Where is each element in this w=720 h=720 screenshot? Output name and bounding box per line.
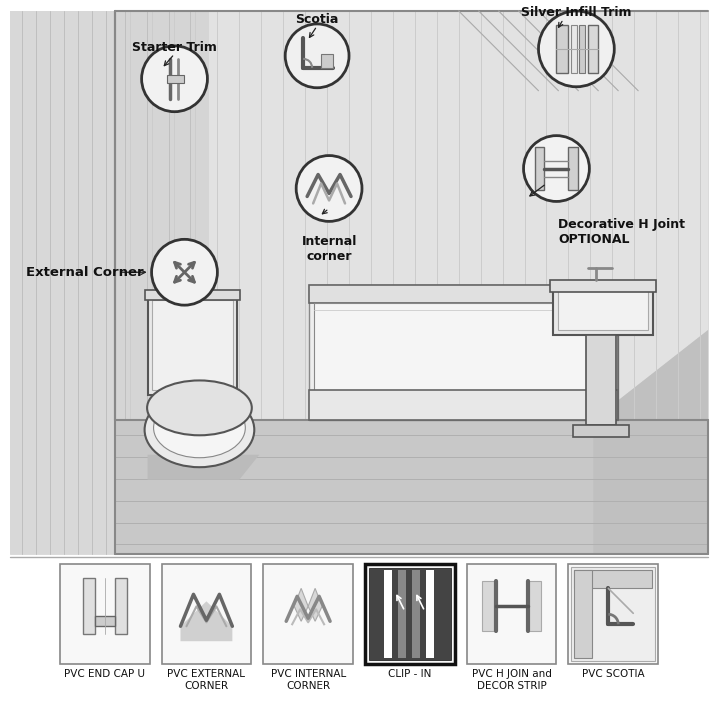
Bar <box>575 570 652 588</box>
Text: Silver Infill Trim: Silver Infill Trim <box>521 6 631 19</box>
Bar <box>573 425 629 437</box>
Bar <box>166 75 184 83</box>
Bar <box>482 581 495 631</box>
Text: PVC INTERNAL
CORNER: PVC INTERNAL CORNER <box>271 669 346 690</box>
Circle shape <box>523 135 590 202</box>
Bar <box>10 11 708 554</box>
Bar <box>83 578 95 634</box>
Circle shape <box>142 46 207 112</box>
Bar <box>588 25 598 73</box>
Polygon shape <box>181 601 233 642</box>
Bar <box>168 390 233 435</box>
Bar <box>586 335 616 425</box>
Bar <box>398 570 406 658</box>
Bar <box>554 285 653 335</box>
Text: PVC H JOIN and
DECOR STRIP: PVC H JOIN and DECOR STRIP <box>472 669 552 690</box>
Bar <box>114 11 708 420</box>
Bar <box>568 564 658 664</box>
Bar <box>114 11 210 420</box>
Polygon shape <box>593 330 708 554</box>
Bar <box>551 280 656 292</box>
Bar <box>10 11 114 554</box>
Circle shape <box>539 11 614 87</box>
Text: PVC EXTERNAL
CORNER: PVC EXTERNAL CORNER <box>168 669 246 690</box>
Bar <box>575 570 593 658</box>
Bar <box>534 147 544 191</box>
Bar <box>384 570 392 658</box>
Text: Scotia: Scotia <box>295 13 339 26</box>
Bar <box>557 25 568 73</box>
Bar <box>528 581 541 631</box>
Text: Starter Trim: Starter Trim <box>132 41 217 54</box>
Polygon shape <box>308 588 322 621</box>
Text: External Corner: External Corner <box>26 266 143 279</box>
Bar <box>60 564 150 664</box>
Text: Decorative H Joint
OPTIONAL: Decorative H Joint OPTIONAL <box>559 218 685 246</box>
Ellipse shape <box>145 392 254 467</box>
Bar <box>145 290 240 300</box>
Circle shape <box>285 24 349 88</box>
Bar <box>152 300 233 390</box>
Ellipse shape <box>147 380 252 436</box>
Bar <box>95 616 114 626</box>
Bar <box>426 570 433 658</box>
Circle shape <box>296 156 362 221</box>
Bar <box>412 570 420 658</box>
Bar <box>467 564 557 664</box>
Ellipse shape <box>153 398 246 458</box>
Bar <box>572 567 655 661</box>
Polygon shape <box>294 588 308 621</box>
Bar <box>580 25 585 73</box>
Polygon shape <box>593 330 708 420</box>
Bar <box>114 420 708 554</box>
Bar <box>369 568 451 660</box>
Text: Internal
corner: Internal corner <box>302 235 357 264</box>
Bar <box>314 303 613 413</box>
Bar <box>309 390 618 420</box>
Text: PVC SCOTIA: PVC SCOTIA <box>582 669 644 679</box>
Bar <box>114 578 127 634</box>
Bar <box>161 564 251 664</box>
Bar <box>572 25 577 73</box>
Circle shape <box>152 239 217 305</box>
Bar <box>321 54 333 68</box>
Polygon shape <box>148 455 259 480</box>
Text: PVC END CAP U: PVC END CAP U <box>64 669 145 679</box>
Bar <box>365 564 455 664</box>
Bar <box>264 564 353 664</box>
Bar <box>309 285 618 420</box>
Bar <box>309 285 618 303</box>
Bar <box>568 147 578 191</box>
Bar <box>559 290 648 330</box>
Bar <box>148 295 238 395</box>
Text: CLIP - IN: CLIP - IN <box>388 669 431 679</box>
